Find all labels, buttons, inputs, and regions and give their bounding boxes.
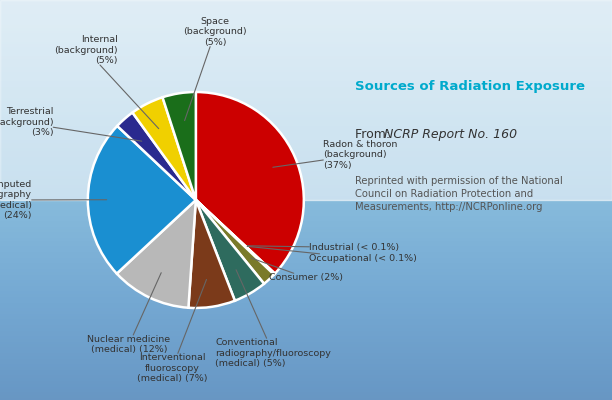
Wedge shape [117,200,196,308]
Text: NCRP Report No. 160: NCRP Report No. 160 [384,128,517,141]
Text: Reprinted with permission of the National
Council on Radiation Protection and
Me: Reprinted with permission of the Nationa… [355,176,562,212]
Text: Terrestrial
(background)
(3%): Terrestrial (background) (3%) [0,107,142,141]
Text: From:: From: [355,128,394,141]
Wedge shape [196,200,274,284]
Text: Internal
(background)
(5%): Internal (background) (5%) [54,35,159,129]
Wedge shape [196,200,264,301]
Wedge shape [196,92,304,274]
Wedge shape [196,200,274,274]
Wedge shape [163,92,196,200]
Text: Industrial (< 0.1%): Industrial (< 0.1%) [247,243,400,252]
Text: Radon & thoron
(background)
(37%): Radon & thoron (background) (37%) [273,140,398,170]
Wedge shape [132,97,196,200]
Text: Nuclear medicine
(medical) (12%): Nuclear medicine (medical) (12%) [88,273,171,354]
Wedge shape [118,112,196,200]
Text: Space
(background)
(5%): Space (background) (5%) [184,17,247,120]
Text: Consumer (2%): Consumer (2%) [252,258,343,282]
Wedge shape [188,200,235,308]
Wedge shape [88,126,196,274]
Bar [0,0,612,200]
Text: Interventional
fluoroscopy
(medical) (7%): Interventional fluoroscopy (medical) (7%… [137,280,207,383]
Text: Occupational (< 0.1%): Occupational (< 0.1%) [247,246,417,263]
Text: Sources of Radiation Exposure: Sources of Radiation Exposure [355,80,585,93]
Wedge shape [196,200,275,274]
Text: Conventional
radiography/fluoroscopy
(medical) (5%): Conventional radiography/fluoroscopy (me… [215,270,331,368]
Text: Computed
tomography
(medical)
(24%): Computed tomography (medical) (24%) [0,180,106,220]
